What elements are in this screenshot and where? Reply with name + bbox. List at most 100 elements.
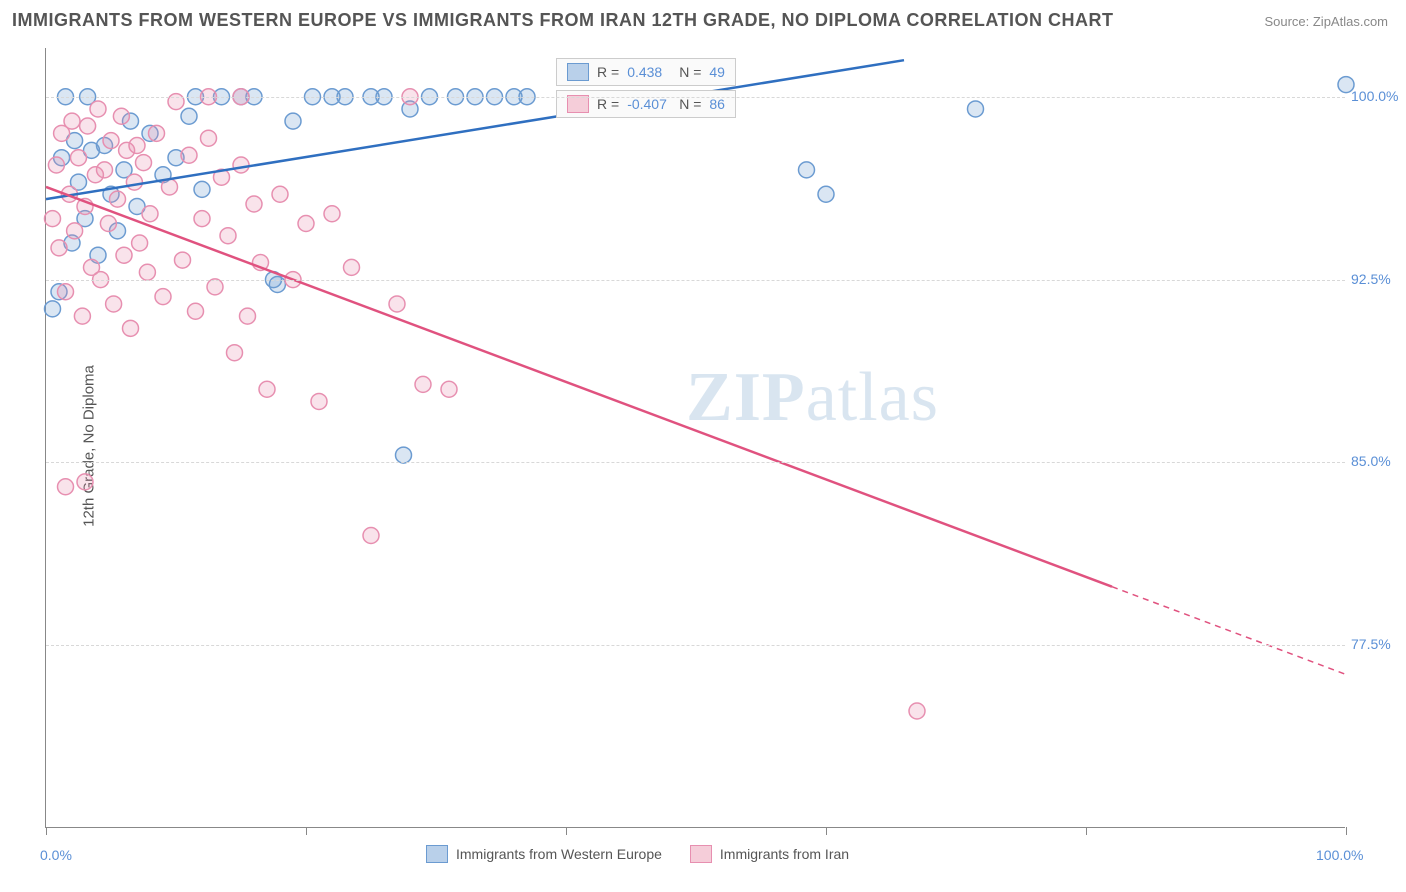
data-point: [116, 247, 132, 263]
data-point: [129, 138, 145, 154]
x-tick-mark: [46, 827, 47, 835]
legend-item: Immigrants from Iran: [690, 845, 849, 863]
regression-line-dashed: [1112, 587, 1346, 675]
x-tick-mark: [566, 827, 567, 835]
gridline-h: [46, 97, 1345, 98]
data-point: [233, 157, 249, 173]
swatch-icon: [690, 845, 712, 863]
gridline-h: [46, 645, 1345, 646]
data-point: [272, 186, 288, 202]
data-point: [207, 279, 223, 295]
legend-label: Immigrants from Iran: [720, 846, 849, 862]
regression-line: [46, 187, 1112, 587]
data-point: [181, 147, 197, 163]
data-point: [415, 376, 431, 392]
swatch-icon: [567, 63, 589, 81]
data-point: [298, 216, 314, 232]
data-point: [103, 133, 119, 149]
data-point: [149, 125, 165, 141]
r-value: 0.438: [627, 64, 671, 80]
correlation-box-2: R = -0.407 N = 86: [556, 90, 736, 118]
data-point: [48, 157, 64, 173]
data-point: [77, 474, 93, 490]
data-point: [259, 381, 275, 397]
chart-title: IMMIGRANTS FROM WESTERN EUROPE VS IMMIGR…: [12, 10, 1114, 31]
r-label: R =: [597, 64, 619, 80]
x-tick-label: 0.0%: [40, 847, 72, 863]
data-point: [67, 223, 83, 239]
y-tick-label: 100.0%: [1351, 88, 1403, 104]
data-point: [113, 108, 129, 124]
data-point: [194, 181, 210, 197]
data-point: [181, 108, 197, 124]
data-point: [818, 186, 834, 202]
legend-bottom: Immigrants from Western Europe Immigrant…: [426, 845, 849, 863]
data-point: [126, 174, 142, 190]
data-point: [136, 155, 152, 171]
data-point: [45, 211, 61, 227]
plot-area: ZIPatlas R = 0.438 N = 49 R = -0.407 N =…: [45, 48, 1345, 828]
data-point: [110, 191, 126, 207]
x-tick-label: 100.0%: [1316, 847, 1363, 863]
data-point: [123, 320, 139, 336]
x-tick-mark: [826, 827, 827, 835]
data-point: [74, 308, 90, 324]
chart-svg: [46, 48, 1345, 827]
data-point: [58, 284, 74, 300]
source-attribution: Source: ZipAtlas.com: [1264, 14, 1388, 29]
data-point: [344, 259, 360, 275]
y-tick-label: 85.0%: [1351, 453, 1403, 469]
data-point: [220, 228, 236, 244]
x-tick-mark: [1346, 827, 1347, 835]
correlation-box-1: R = 0.438 N = 49: [556, 58, 736, 86]
data-point: [227, 345, 243, 361]
regression-line: [46, 60, 904, 199]
data-point: [441, 381, 457, 397]
data-point: [311, 393, 327, 409]
data-point: [51, 240, 67, 256]
data-point: [100, 216, 116, 232]
data-point: [58, 479, 74, 495]
data-point: [90, 101, 106, 117]
data-point: [97, 162, 113, 178]
x-tick-mark: [306, 827, 307, 835]
data-point: [799, 162, 815, 178]
gridline-h: [46, 280, 1345, 281]
data-point: [142, 206, 158, 222]
n-value: 49: [709, 64, 725, 80]
legend-item: Immigrants from Western Europe: [426, 845, 662, 863]
y-tick-label: 77.5%: [1351, 636, 1403, 652]
r-value: -0.407: [627, 96, 671, 112]
y-tick-label: 92.5%: [1351, 271, 1403, 287]
data-point: [194, 211, 210, 227]
data-point: [389, 296, 405, 312]
data-point: [240, 308, 256, 324]
data-point: [363, 528, 379, 544]
data-point: [71, 150, 87, 166]
data-point: [106, 296, 122, 312]
data-point: [45, 301, 61, 317]
data-point: [80, 118, 96, 134]
swatch-icon: [426, 845, 448, 863]
chart-container: IMMIGRANTS FROM WESTERN EUROPE VS IMMIGR…: [0, 0, 1406, 892]
data-point: [64, 113, 80, 129]
data-point: [396, 447, 412, 463]
data-point: [324, 206, 340, 222]
data-point: [188, 303, 204, 319]
n-value: 86: [709, 96, 725, 112]
data-point: [968, 101, 984, 117]
data-point: [175, 252, 191, 268]
r-label: R =: [597, 96, 619, 112]
data-point: [155, 289, 171, 305]
data-point: [909, 703, 925, 719]
data-point: [285, 113, 301, 129]
n-label: N =: [679, 64, 701, 80]
x-tick-mark: [1086, 827, 1087, 835]
data-point: [201, 130, 217, 146]
data-point: [132, 235, 148, 251]
n-label: N =: [679, 96, 701, 112]
data-point: [162, 179, 178, 195]
legend-label: Immigrants from Western Europe: [456, 846, 662, 862]
gridline-h: [46, 462, 1345, 463]
data-point: [139, 264, 155, 280]
